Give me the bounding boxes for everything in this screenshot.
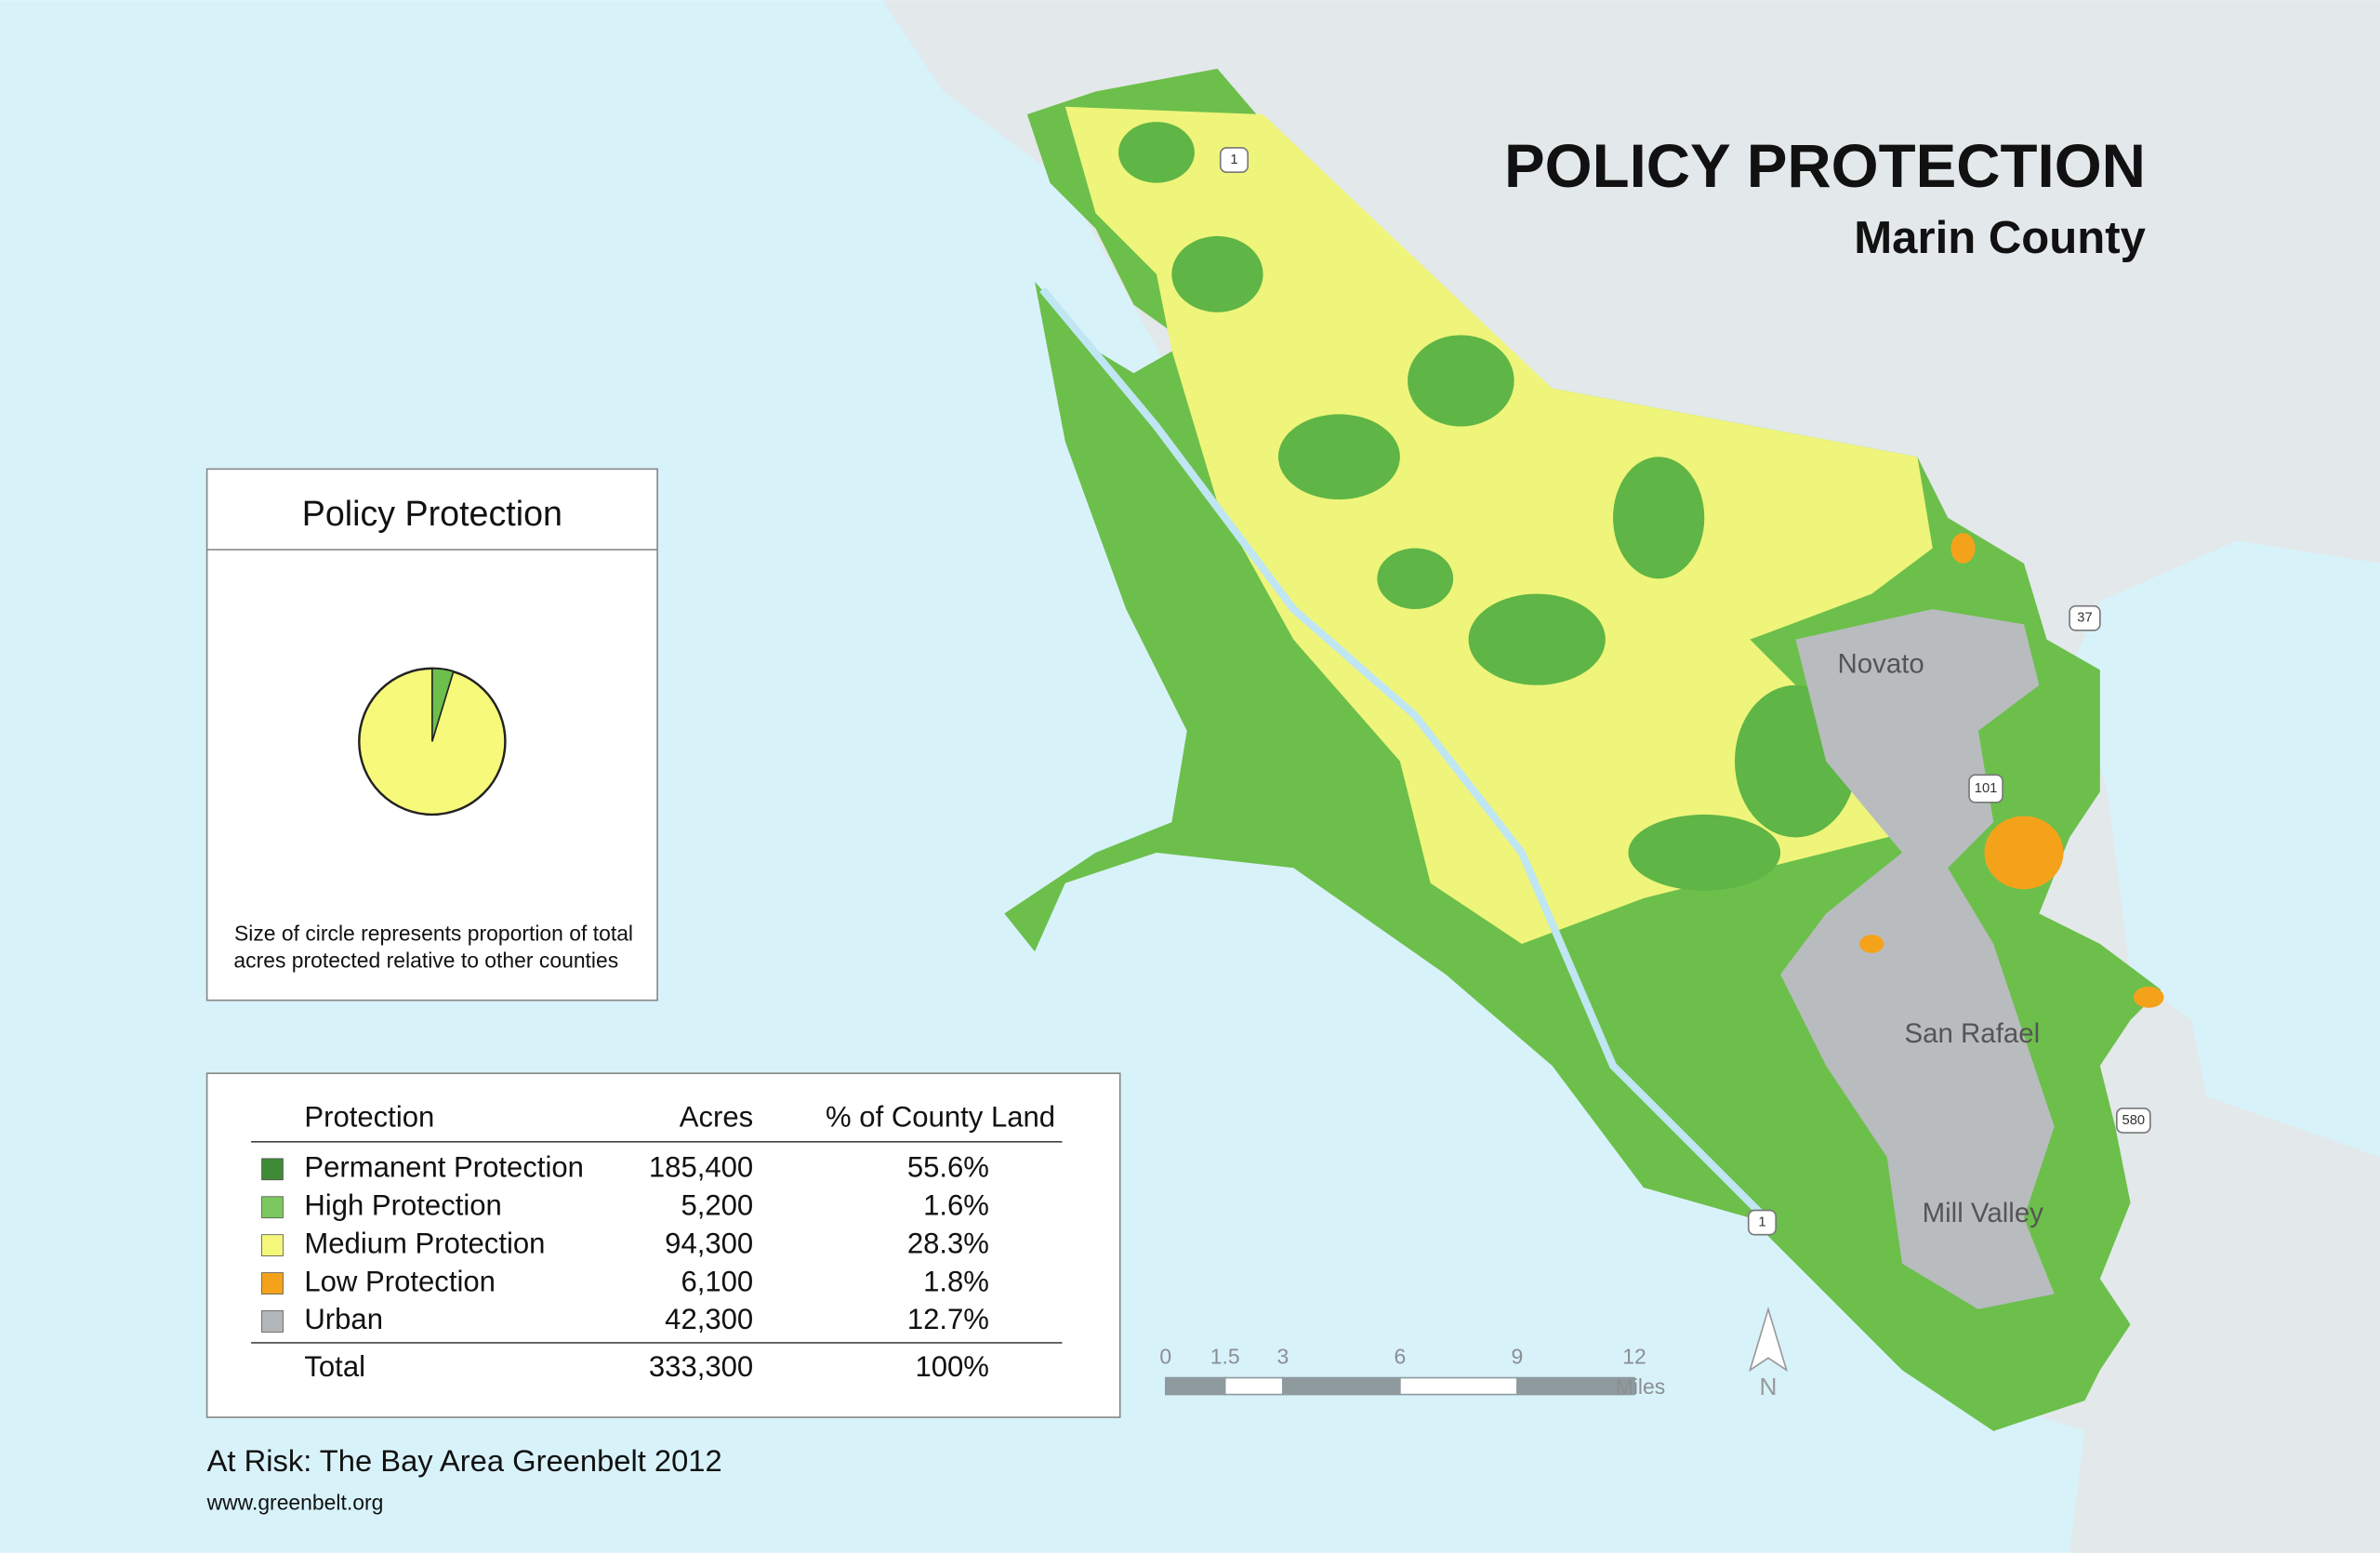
scale-segment bbox=[1164, 1376, 1226, 1396]
legend-swatch bbox=[261, 1310, 284, 1333]
scale-label: 0 bbox=[1159, 1344, 1171, 1368]
legend-swatch bbox=[261, 1158, 284, 1181]
road-shield: 580 bbox=[2122, 1113, 2146, 1128]
row-acres: 185,400 bbox=[649, 1151, 753, 1184]
road-shield: 1 bbox=[1758, 1215, 1765, 1229]
footer-credit: At Risk: The Bay Area Greenbelt 2012 bbox=[207, 1443, 722, 1478]
tomales-bay bbox=[1039, 286, 1768, 1221]
row-acres: 6,100 bbox=[681, 1265, 753, 1297]
row-label: Medium Protection bbox=[304, 1227, 545, 1259]
map-title: POLICY PROTECTION bbox=[1504, 132, 2146, 200]
scale-label: 1.5 bbox=[1210, 1344, 1240, 1368]
scale-unit: Miles bbox=[1616, 1374, 1665, 1399]
green-patches bbox=[1118, 122, 1857, 891]
row-label: Urban bbox=[304, 1303, 383, 1335]
road-shield: 101 bbox=[1975, 781, 1998, 796]
legend-swatch bbox=[261, 1196, 284, 1219]
road-shields: 1 37 101 580 1 bbox=[1219, 147, 2151, 1236]
total-label: Total bbox=[304, 1350, 365, 1383]
scale-segment bbox=[1223, 1376, 1284, 1396]
total-percent: 100% bbox=[915, 1350, 988, 1383]
scale-label: 6 bbox=[1395, 1344, 1407, 1368]
row-acres: 5,200 bbox=[681, 1188, 753, 1221]
column-header: Protection bbox=[304, 1101, 434, 1134]
county-medium bbox=[1064, 106, 1949, 945]
scale-segment bbox=[1282, 1376, 1401, 1396]
pie-wedge bbox=[431, 667, 455, 742]
row-percent: 55.6% bbox=[907, 1151, 989, 1184]
inset-note: Size of circle represents proportion of … bbox=[234, 921, 633, 945]
total-acres: 333,300 bbox=[649, 1350, 753, 1383]
footer-url: www.greenbelt.org bbox=[206, 1490, 384, 1514]
scale-segment bbox=[1399, 1376, 1518, 1396]
inset-box: Policy Protection Size of circle represe… bbox=[205, 468, 658, 1002]
column-header: Acres bbox=[680, 1101, 753, 1134]
row-percent: 1.8% bbox=[923, 1265, 989, 1297]
road-shield: 1 bbox=[1230, 153, 1237, 167]
row-label: Permanent Protection bbox=[304, 1151, 584, 1184]
scale-label: 9 bbox=[1512, 1344, 1524, 1368]
column-header: % of County Land bbox=[826, 1101, 1055, 1134]
scale-label: 12 bbox=[1622, 1344, 1646, 1368]
row-acres: 94,300 bbox=[665, 1227, 753, 1259]
row-percent: 1.6% bbox=[923, 1188, 989, 1221]
row-label: Low Protection bbox=[304, 1265, 496, 1297]
row-percent: 12.7% bbox=[907, 1303, 989, 1335]
place-labels: Novato San Rafael Mill Valley bbox=[1837, 648, 2043, 1228]
place-label: San Rafael bbox=[1904, 1018, 2040, 1049]
road-shield: 37 bbox=[2077, 611, 2092, 626]
legend-swatch bbox=[261, 1234, 284, 1257]
scale-bar: 0 1.5 3 6 9 12 Miles bbox=[1159, 1344, 1665, 1399]
place-label: Mill Valley bbox=[1923, 1198, 2044, 1228]
scale-segment bbox=[1516, 1376, 1635, 1396]
inset-note: acres protected relative to other counti… bbox=[233, 949, 618, 973]
row-label: High Protection bbox=[304, 1188, 501, 1221]
row-acres: 42,300 bbox=[665, 1303, 753, 1335]
scale-label: 3 bbox=[1276, 1344, 1289, 1368]
row-percent: 28.3% bbox=[907, 1227, 989, 1259]
map-subtitle: Marin County bbox=[1854, 213, 2146, 263]
inset-title: Policy Protection bbox=[302, 494, 562, 533]
legend-swatch bbox=[261, 1272, 284, 1294]
north-arrow bbox=[1748, 1307, 1789, 1373]
low-protection bbox=[1859, 533, 2164, 1008]
place-label: Novato bbox=[1837, 648, 1924, 679]
north-label: N bbox=[1760, 1373, 1778, 1400]
data-table: Protection Acres % of County Land Perman… bbox=[205, 1072, 1121, 1418]
